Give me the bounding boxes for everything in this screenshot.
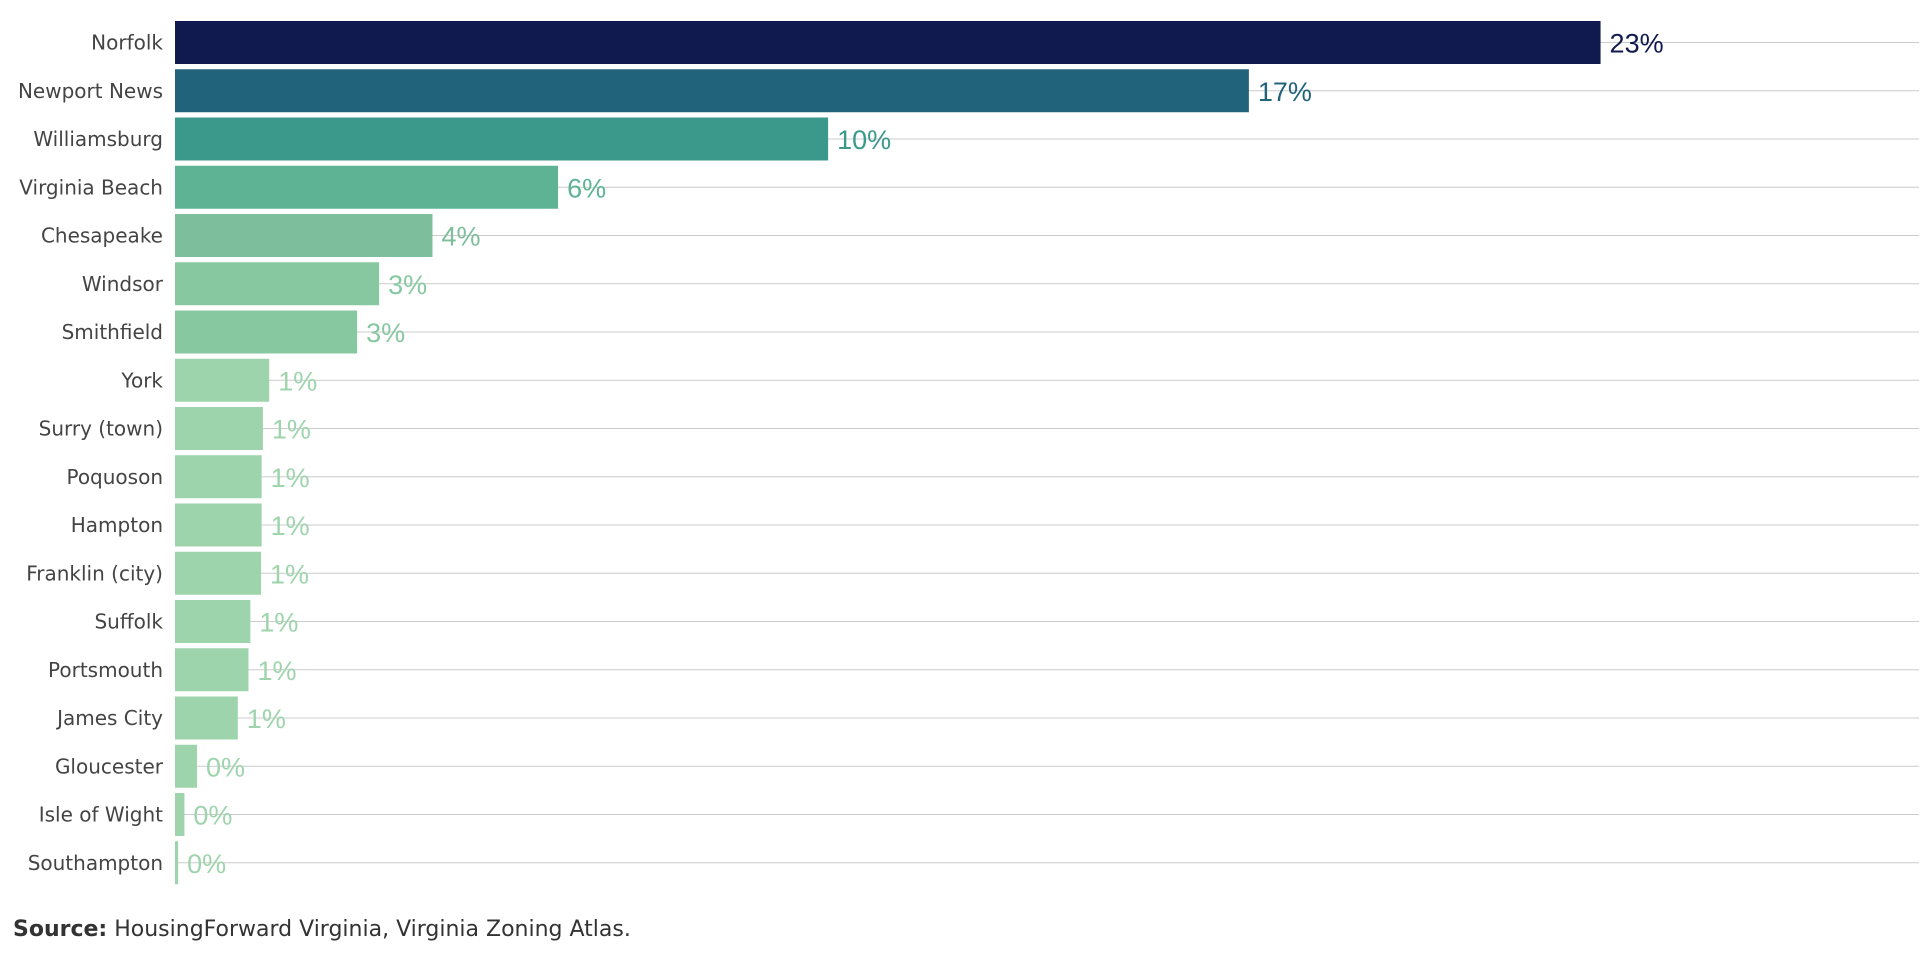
category-label-york: York [120, 368, 163, 392]
bar-smithfield [175, 310, 358, 354]
value-label-smithfield: 3% [366, 318, 405, 348]
bar-surry-town [175, 407, 263, 450]
source-note: Source: HousingForward Virginia, Virgini… [13, 917, 631, 942]
category-label-isle-of-wight: Isle of Wight [39, 803, 163, 827]
value-label-virginia-beach: 6% [567, 173, 606, 203]
value-label-chesapeake: 4% [441, 222, 480, 252]
value-labels: 23%17%10%6%4%3%3%1%1%1%1%1%1%1%1%0%0%0% [187, 29, 1663, 879]
value-label-windsor: 3% [388, 270, 427, 300]
bar-williamsburg [175, 117, 829, 161]
bar-hampton [175, 503, 262, 547]
value-label-poquoson: 1% [271, 463, 310, 493]
value-label-james-city: 1% [247, 704, 286, 734]
bars [175, 21, 1601, 885]
bar-franklin-city [175, 551, 262, 595]
value-label-hampton: 1% [271, 511, 310, 541]
category-label-portsmouth: Portsmouth [48, 658, 163, 682]
value-label-portsmouth: 1% [257, 656, 296, 686]
category-labels: Norfolk Newport News Williamsburg Virginia … [18, 31, 164, 875]
bar-james-city [175, 696, 238, 740]
value-label-norfolk: 23% [1610, 29, 1664, 59]
category-label-james-city: James City [55, 706, 163, 730]
bar-suffolk [175, 600, 251, 643]
value-label-suffolk: 1% [259, 608, 298, 638]
category-label-surry-town: Surry (town) [39, 417, 163, 441]
bar-chesapeake [175, 214, 433, 257]
value-label-williamsburg: 10% [837, 125, 891, 155]
value-label-york: 1% [278, 366, 317, 396]
category-label-poquoson: Poquoson [66, 465, 163, 489]
value-label-franklin-city: 1% [270, 559, 309, 589]
bar-newport-news [175, 69, 1249, 113]
value-label-isle-of-wight: 0% [193, 801, 232, 831]
bar-southampton [175, 841, 179, 885]
value-label-gloucester: 0% [206, 752, 245, 782]
bar-isle-of-wight [175, 793, 185, 836]
bar-poquoson [175, 455, 262, 499]
category-label-suffolk: Suffolk [94, 610, 163, 634]
category-label-southampton: Southampton [28, 851, 163, 875]
bar-virginia-beach [175, 165, 559, 209]
category-label-smithfield: Smithfield [62, 320, 163, 344]
bar-windsor [175, 262, 380, 306]
category-label-windsor: Windsor [82, 272, 164, 296]
bar-gloucester [175, 744, 197, 788]
value-label-surry-town: 1% [272, 415, 311, 445]
category-label-norfolk: Norfolk [91, 31, 163, 55]
value-label-newport-news: 17% [1258, 77, 1312, 107]
bar-york [175, 358, 270, 402]
category-label-hampton: Hampton [71, 513, 163, 537]
value-label-southampton: 0% [187, 849, 226, 879]
category-label-williamsburg: Williamsburg [33, 127, 163, 151]
category-label-virginia-beach: Virginia Beach [19, 175, 163, 199]
source-text: HousingForward Virginia, Virginia Zoning… [114, 917, 631, 942]
category-label-newport-news: Newport News [18, 79, 163, 103]
gridlines [175, 42, 1919, 864]
bar-portsmouth [175, 648, 249, 692]
category-label-chesapeake: Chesapeake [41, 224, 163, 248]
category-label-franklin-city: Franklin (city) [26, 561, 163, 585]
category-label-gloucester: Gloucester [55, 754, 164, 778]
bar-chart: Norfolk Newport News Williamsburg Virginia … [18, 21, 1919, 885]
source-label: Source: [13, 917, 108, 942]
bar-norfolk [175, 21, 1601, 64]
